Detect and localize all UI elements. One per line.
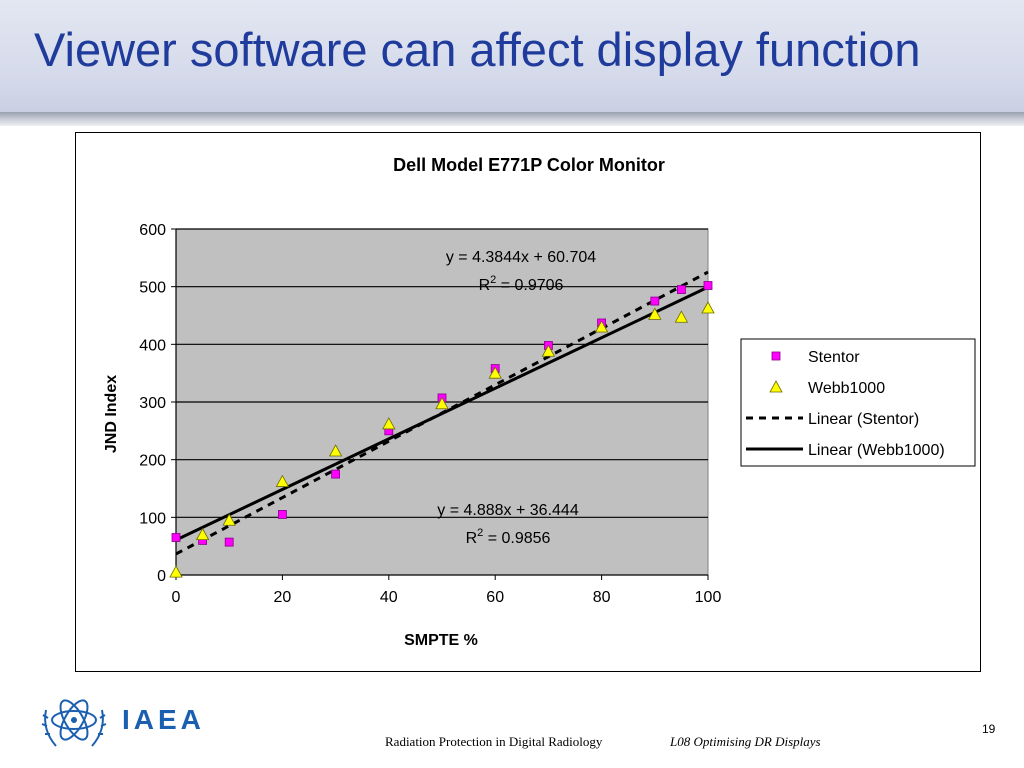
y-tick-label: 0 xyxy=(157,568,166,585)
x-axis-label: SMPTE % xyxy=(404,632,478,649)
y-tick-label: 100 xyxy=(139,510,166,527)
stentor-point xyxy=(171,533,181,542)
webb1000-point xyxy=(275,474,290,487)
stentor-point xyxy=(224,537,234,547)
stentor-point xyxy=(277,510,287,519)
chart-container: Dell Model E771P Color Monitor 0 100 200 300… xyxy=(75,132,981,672)
trend-r2-webb1000: R2 = 0.9706 xyxy=(479,274,564,294)
webb1000-point xyxy=(382,417,396,430)
footer-lecture: L08 Optimising DR Displays xyxy=(670,734,821,749)
trend-equation-webb1000: y = 4.3844x + 60.704 xyxy=(446,249,596,266)
trend-equation-stentor: y = 4.888x + 36.444 xyxy=(437,502,579,519)
legend-stentor-label: Stentor xyxy=(808,349,860,366)
webb1000-point xyxy=(701,301,715,314)
y-tick-label: 500 xyxy=(139,280,166,297)
stentor-point xyxy=(650,296,660,306)
webb1000-point xyxy=(435,396,449,410)
x-tick-label: 80 xyxy=(593,589,611,606)
legend-box xyxy=(740,338,976,467)
trendline-webb1000 xyxy=(175,285,709,542)
x-tick-label: 40 xyxy=(380,589,398,606)
stentor-point xyxy=(331,469,341,479)
iaea-wordmark: IAEA xyxy=(122,704,205,735)
webb1000-point xyxy=(541,344,556,357)
webb1000-point xyxy=(488,366,502,379)
chart-title: Dell Model E771P Color Monitor xyxy=(393,155,665,175)
webb1000-point xyxy=(594,320,609,333)
webb1000-point xyxy=(195,527,210,541)
legend-webb1000-label: Webb1000 xyxy=(808,380,885,397)
scatter-chart: Dell Model E771P Color Monitor0100200300… xyxy=(103,155,976,649)
iaea-logo-icon xyxy=(41,699,107,747)
x-tick-label: 100 xyxy=(695,589,722,606)
y-tick-label: 300 xyxy=(139,395,166,412)
y-tick-label: 400 xyxy=(139,337,166,354)
legend-stentor-marker xyxy=(771,351,781,361)
header-divider xyxy=(0,112,1024,126)
legend-linear-webb1000-label: Linear (Webb1000) xyxy=(808,442,945,459)
x-tick-label: 20 xyxy=(274,589,292,606)
webb1000-point xyxy=(648,307,662,320)
trend-r2-stentor: R2 = 0.9856 xyxy=(466,527,551,547)
page-number: 19 xyxy=(982,722,996,736)
webb1000-point xyxy=(674,310,689,323)
y-tick-label: 600 xyxy=(139,222,166,239)
webb1000-point xyxy=(222,513,236,526)
legend-webb1000-marker xyxy=(769,380,783,393)
y-tick-label: 200 xyxy=(139,453,166,470)
legend-linear-stentor-label: Linear (Stentor) xyxy=(808,411,919,428)
x-tick-label: 60 xyxy=(486,589,504,606)
webb1000-point xyxy=(328,444,343,457)
y-axis-label: JND Index xyxy=(103,375,120,453)
stentor-point xyxy=(677,285,686,294)
footer-course: Radiation Protection in Digital Radiolog… xyxy=(385,734,603,749)
webb1000-point xyxy=(169,565,183,578)
header-band xyxy=(0,0,1024,118)
stentor-point xyxy=(703,281,713,290)
slide-title: Viewer software can affect display funct… xyxy=(34,23,921,76)
x-tick-label: 0 xyxy=(172,589,181,606)
